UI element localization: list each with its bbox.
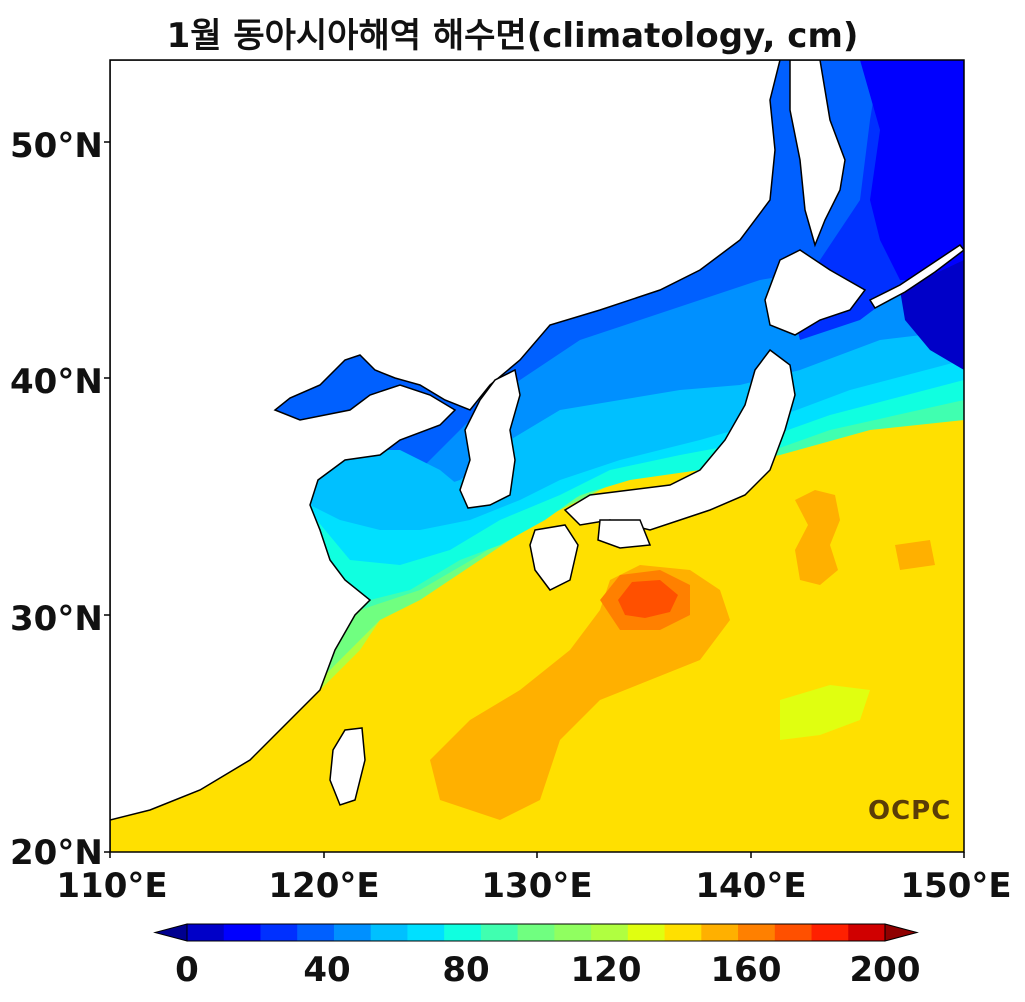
colorbar-frame — [186, 923, 886, 942]
colorbar-extend-min — [153, 923, 188, 942]
colorbar-tick-80: 80 — [442, 950, 490, 990]
colorbar-tick-120: 120 — [570, 950, 642, 990]
x-tick-label-150e: 150°E — [900, 866, 1012, 906]
ocpc-logo: OCPC — [868, 796, 952, 826]
land-masses — [110, 60, 964, 852]
colorbar-segment — [701, 924, 739, 941]
x-tick-label-120e: 120°E — [268, 866, 380, 906]
y-tick-label-20n: 20°N — [10, 833, 103, 873]
colorbar-segment — [517, 924, 555, 941]
colorbar-segment — [333, 924, 372, 941]
map-title: 1월 동아시아해역 해수면(climatology, cm) — [166, 16, 859, 56]
y-tick-label-30n: 30°N — [10, 599, 103, 639]
y-tick-label-40n: 40°N — [10, 362, 103, 402]
colorbar-segment — [480, 924, 519, 941]
colorbar — [153, 923, 919, 942]
axis-ticks — [104, 141, 965, 858]
colorbar-segment — [187, 924, 225, 941]
colorbar-segment — [848, 924, 886, 941]
x-tick-label-130e: 130°E — [481, 866, 593, 906]
colorbar-tick-0: 0 — [175, 950, 199, 990]
colorbar-tick-40: 40 — [303, 950, 351, 990]
colorbar-segment — [627, 924, 666, 941]
colorbar-segment — [370, 924, 408, 941]
colorbar-segment — [591, 924, 629, 941]
colorbar-segment — [554, 924, 592, 941]
colorbar-segment — [664, 924, 702, 941]
colorbar-segment — [223, 924, 261, 941]
colorbar-segment — [297, 924, 335, 941]
colorbar-segment — [444, 924, 482, 941]
colorbar-extend-max — [884, 923, 919, 942]
colorbar-segment — [260, 924, 298, 941]
colorbar-segment — [407, 924, 445, 941]
x-tick-label-140e: 140°E — [695, 866, 807, 906]
colorbar-segment — [738, 924, 776, 941]
y-tick-label-50n: 50°N — [10, 126, 103, 166]
colorbar-tick-160: 160 — [710, 950, 782, 990]
colorbar-segment — [811, 924, 849, 941]
colorbar-tick-200: 200 — [849, 950, 921, 990]
colorbar-segment — [774, 924, 813, 941]
x-tick-label-110e: 110°E — [56, 866, 168, 906]
